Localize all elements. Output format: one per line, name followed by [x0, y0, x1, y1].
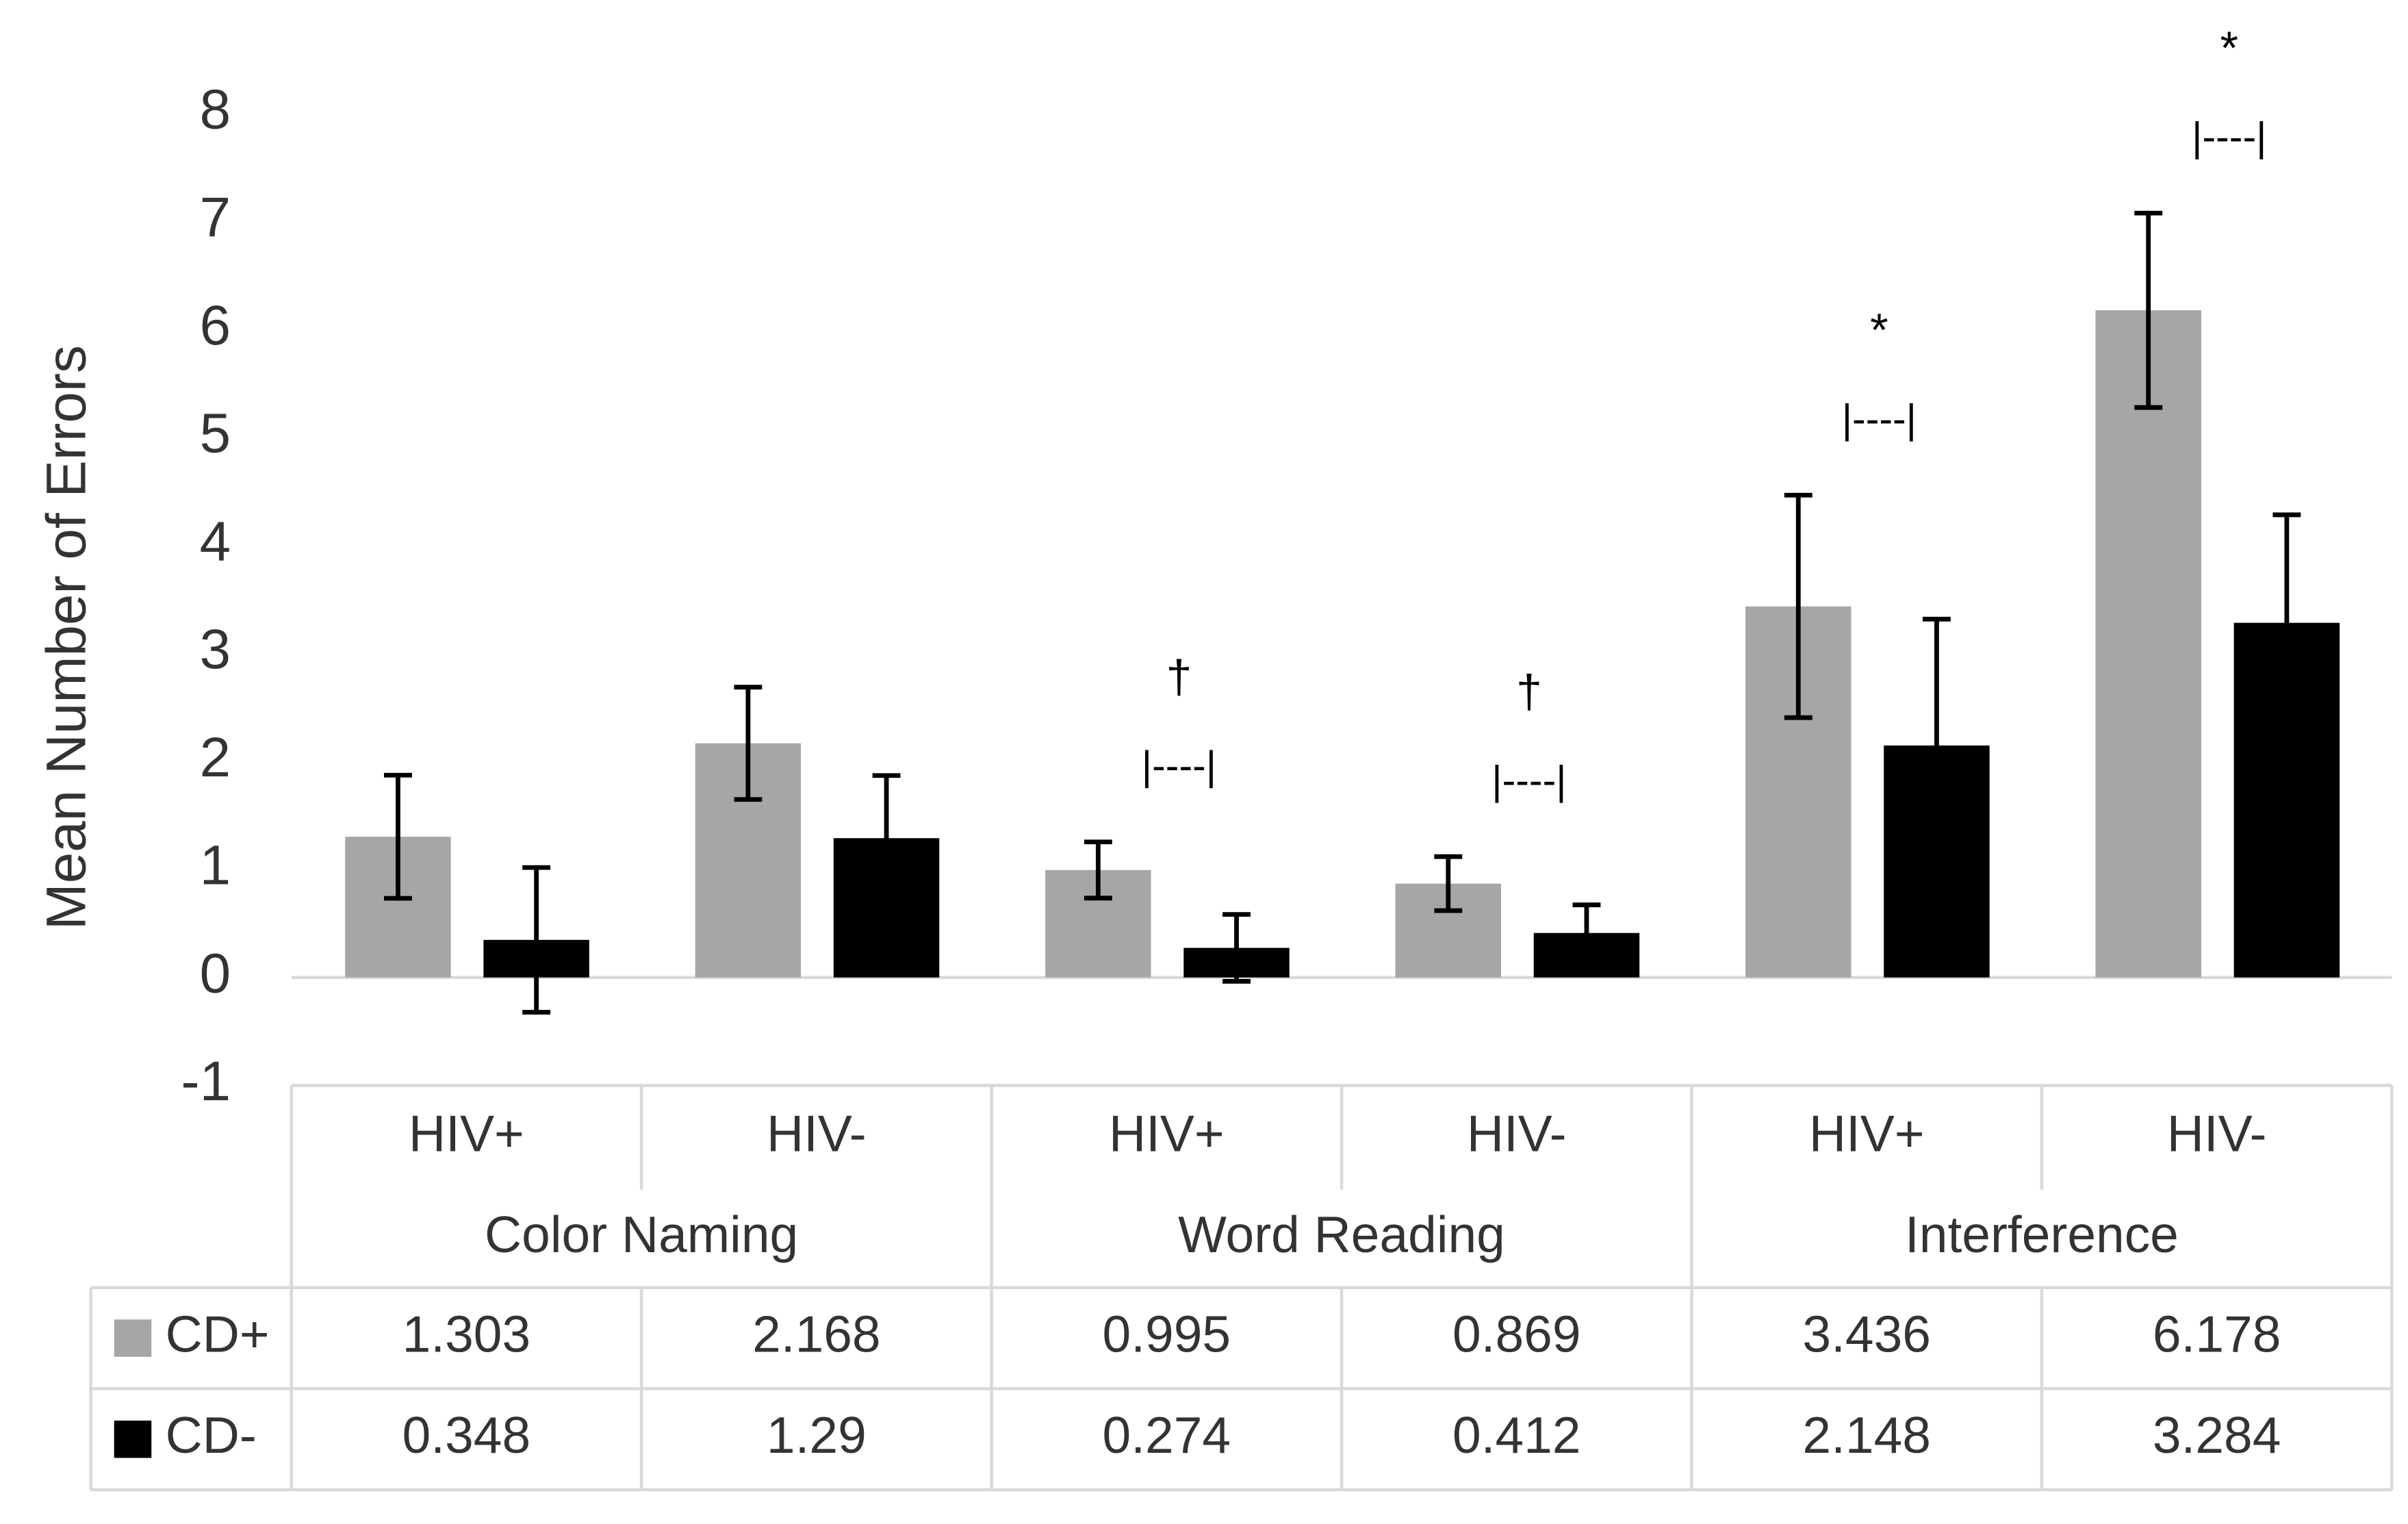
table-value: 0.412: [1452, 1406, 1581, 1464]
legend-swatch: [114, 1420, 152, 1458]
table-value: 3.436: [1802, 1305, 1931, 1362]
legend-label: CD+: [166, 1305, 270, 1362]
significance-bracket: |----|: [1491, 758, 1566, 803]
error-bar: [384, 772, 412, 901]
bar: [2095, 310, 2201, 978]
significance-bracket: |----|: [2192, 114, 2266, 160]
significance-symbol: *: [1870, 304, 1888, 356]
x-tick-label: HIV-: [2167, 1104, 2267, 1162]
legend-swatch: [114, 1319, 152, 1357]
legend-label: CD-: [166, 1406, 257, 1464]
y-axis-title: Mean Number of Errors: [36, 345, 98, 930]
table-value: 3.284: [2153, 1406, 2281, 1464]
error-bar: [522, 865, 551, 1015]
group-label: Word Reading: [1178, 1206, 1505, 1263]
y-tick-label: 5: [200, 403, 231, 465]
y-tick-label: 8: [200, 78, 231, 140]
y-tick-label: 3: [200, 618, 231, 681]
error-bar: [1922, 616, 1951, 874]
y-tick-label: 7: [200, 186, 231, 249]
table-value: 1.29: [767, 1406, 867, 1464]
significance-symbol: *: [2220, 22, 2239, 74]
table-value: 1.303: [402, 1305, 531, 1362]
error-bar: [872, 773, 901, 904]
x-tick-label: HIV-: [767, 1104, 867, 1162]
significance-symbol: †: [1166, 651, 1192, 703]
y-tick-label: 4: [200, 510, 231, 572]
group-label: Interference: [1905, 1206, 2179, 1263]
group-label: Color Naming: [485, 1206, 798, 1263]
y-tick-label: 6: [200, 294, 231, 357]
y-tick-label: 1: [200, 835, 231, 897]
significance-bracket: |----|: [1142, 744, 1216, 789]
y-tick-label: -1: [181, 1050, 231, 1113]
error-bar: [1084, 839, 1112, 901]
y-tick-label: 0: [200, 942, 231, 1004]
table-value: 2.148: [1802, 1406, 1931, 1464]
significance-bracket: |----|: [1842, 396, 1917, 442]
error-bar: [1222, 912, 1251, 984]
table-value: 0.348: [402, 1406, 531, 1464]
y-tick-label: 2: [200, 726, 231, 789]
significance-symbol: †: [1516, 665, 1542, 717]
table-value: 2.168: [752, 1305, 881, 1362]
x-tick-label: HIV-: [1467, 1104, 1567, 1162]
x-tick-label: HIV+: [409, 1104, 524, 1162]
error-bar: [1434, 854, 1463, 913]
x-tick-label: HIV+: [1109, 1104, 1225, 1162]
x-tick-label: HIV+: [1809, 1104, 1925, 1162]
error-bar: [2272, 512, 2301, 733]
error-bar: [734, 685, 763, 802]
table-value: 0.995: [1103, 1305, 1231, 1362]
table-value: 0.274: [1103, 1406, 1231, 1464]
table-value: 6.178: [2153, 1305, 2281, 1362]
error-bar: [2134, 210, 2163, 410]
error-bar: [1784, 492, 1813, 720]
error-bar: [1572, 902, 1601, 964]
table-value: 0.869: [1452, 1305, 1581, 1362]
